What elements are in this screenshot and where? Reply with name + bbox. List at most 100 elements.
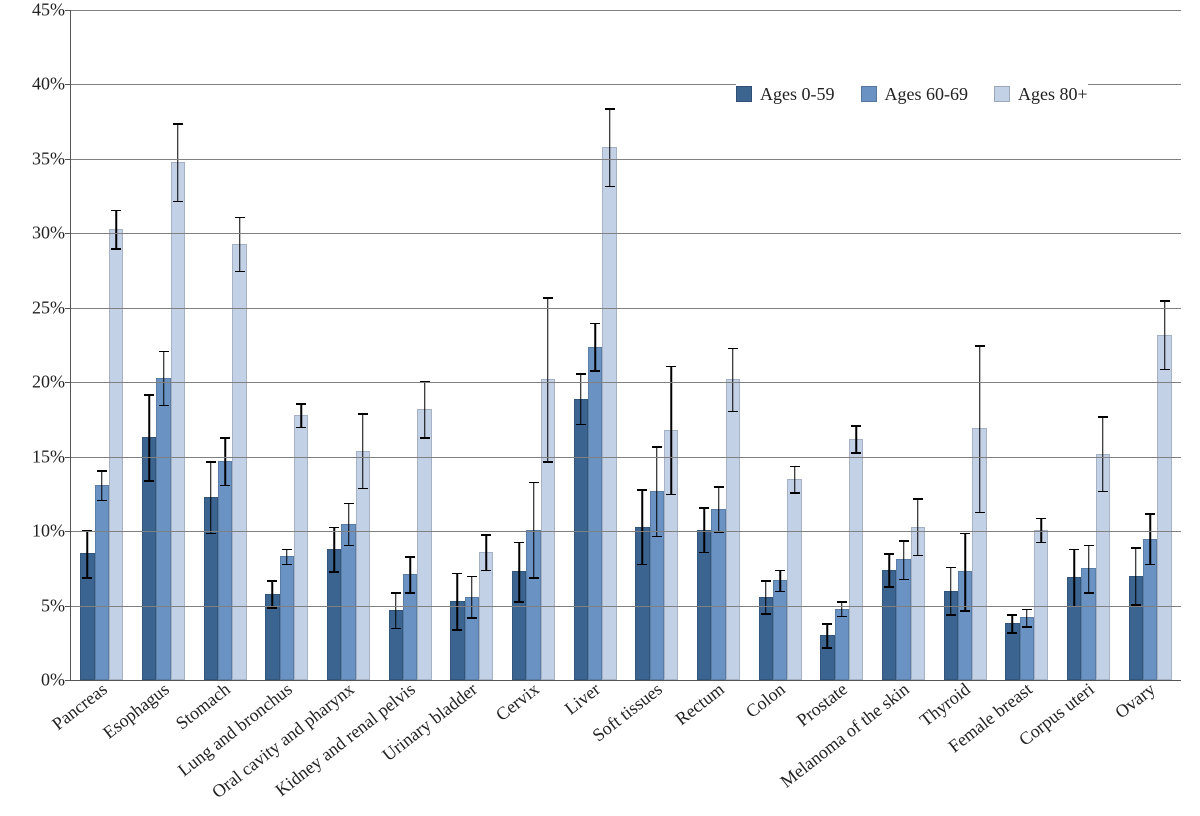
x-tick-label: Colon — [742, 679, 790, 723]
error-bar — [239, 217, 241, 271]
x-tick-label: Ovary — [1111, 679, 1159, 723]
error-bar — [1012, 614, 1014, 632]
error-bar — [855, 425, 857, 452]
error-cap — [605, 186, 615, 188]
bar — [171, 162, 185, 680]
error-cap — [82, 577, 92, 579]
error-cap — [514, 542, 524, 544]
error-cap — [206, 533, 216, 535]
error-bar — [594, 323, 596, 371]
error-bar — [163, 351, 165, 405]
error-cap — [344, 503, 354, 505]
error-bar — [1102, 416, 1104, 490]
error-cap — [946, 614, 956, 616]
error-cap — [576, 373, 586, 375]
error-cap — [590, 323, 600, 325]
bar — [95, 485, 109, 680]
y-tick-label: 25% — [5, 297, 65, 318]
error-cap — [1098, 416, 1108, 418]
x-tick-label: Rectum — [671, 679, 728, 730]
error-cap — [235, 217, 245, 219]
error-bar — [1026, 609, 1028, 627]
error-cap — [405, 556, 415, 558]
error-cap — [329, 571, 339, 573]
error-cap — [420, 437, 430, 439]
y-tick-label: 35% — [5, 148, 65, 169]
y-tick — [65, 233, 71, 234]
bar — [588, 347, 602, 681]
error-cap — [1084, 545, 1094, 547]
error-bar — [1164, 300, 1166, 368]
y-tick — [65, 308, 71, 309]
y-tick — [65, 606, 71, 607]
error-cap — [884, 586, 894, 588]
error-cap — [837, 616, 847, 618]
error-cap — [975, 345, 985, 347]
error-cap — [960, 533, 970, 535]
error-cap — [267, 580, 277, 582]
error-bar — [964, 533, 966, 610]
error-cap — [173, 123, 183, 125]
error-cap — [1022, 626, 1032, 628]
gridline — [71, 159, 1181, 160]
gridline — [71, 382, 1181, 383]
error-cap — [282, 549, 292, 551]
error-cap — [296, 403, 306, 405]
error-cap — [452, 573, 462, 575]
gridline — [71, 308, 1181, 309]
error-cap — [111, 248, 121, 250]
error-bar — [409, 556, 411, 592]
error-bar — [547, 297, 549, 461]
error-cap — [235, 271, 245, 273]
error-cap — [529, 482, 539, 484]
error-bar — [1135, 547, 1137, 604]
y-tick — [65, 84, 71, 85]
error-cap — [358, 413, 368, 415]
bar — [294, 415, 308, 680]
error-cap — [329, 527, 339, 529]
error-cap — [1084, 592, 1094, 594]
error-bar — [272, 580, 274, 607]
error-cap — [666, 366, 676, 368]
error-cap — [761, 580, 771, 582]
error-bar — [471, 576, 473, 618]
bar — [1157, 335, 1171, 680]
gridline — [71, 531, 1181, 532]
error-bar — [642, 489, 644, 563]
y-tick-label: 0% — [5, 670, 65, 691]
error-cap — [822, 623, 832, 625]
error-bar — [177, 123, 179, 200]
error-cap — [790, 466, 800, 468]
error-cap — [666, 494, 676, 496]
bar — [280, 556, 294, 680]
chart-container: 0%5%10%15%20%25%30%35%40%45% PancreasEso… — [0, 0, 1200, 816]
error-bar — [609, 108, 611, 185]
error-cap — [514, 601, 524, 603]
error-cap — [913, 498, 923, 500]
error-cap — [884, 553, 894, 555]
error-cap — [1007, 614, 1017, 616]
bar — [726, 379, 740, 680]
error-cap — [267, 607, 277, 609]
x-tick-label: Esophagus — [99, 679, 173, 744]
error-cap — [358, 488, 368, 490]
bar — [787, 479, 801, 680]
error-cap — [822, 647, 832, 649]
error-cap — [899, 579, 909, 581]
legend-item: Ages 60-69 — [861, 84, 969, 105]
error-cap — [652, 446, 662, 448]
error-cap — [159, 351, 169, 353]
error-bar — [917, 498, 919, 555]
error-cap — [699, 552, 709, 554]
error-bar — [580, 373, 582, 424]
gridline — [71, 457, 1181, 458]
error-cap — [405, 592, 415, 594]
error-bar — [457, 573, 459, 630]
x-axis-labels: PancreasEsophagusStomachLung and bronchu… — [70, 682, 1180, 812]
gridline — [71, 10, 1181, 11]
error-cap — [220, 437, 230, 439]
error-cap — [775, 570, 785, 572]
y-tick-label: 5% — [5, 595, 65, 616]
error-bar — [286, 549, 288, 564]
error-cap — [344, 545, 354, 547]
